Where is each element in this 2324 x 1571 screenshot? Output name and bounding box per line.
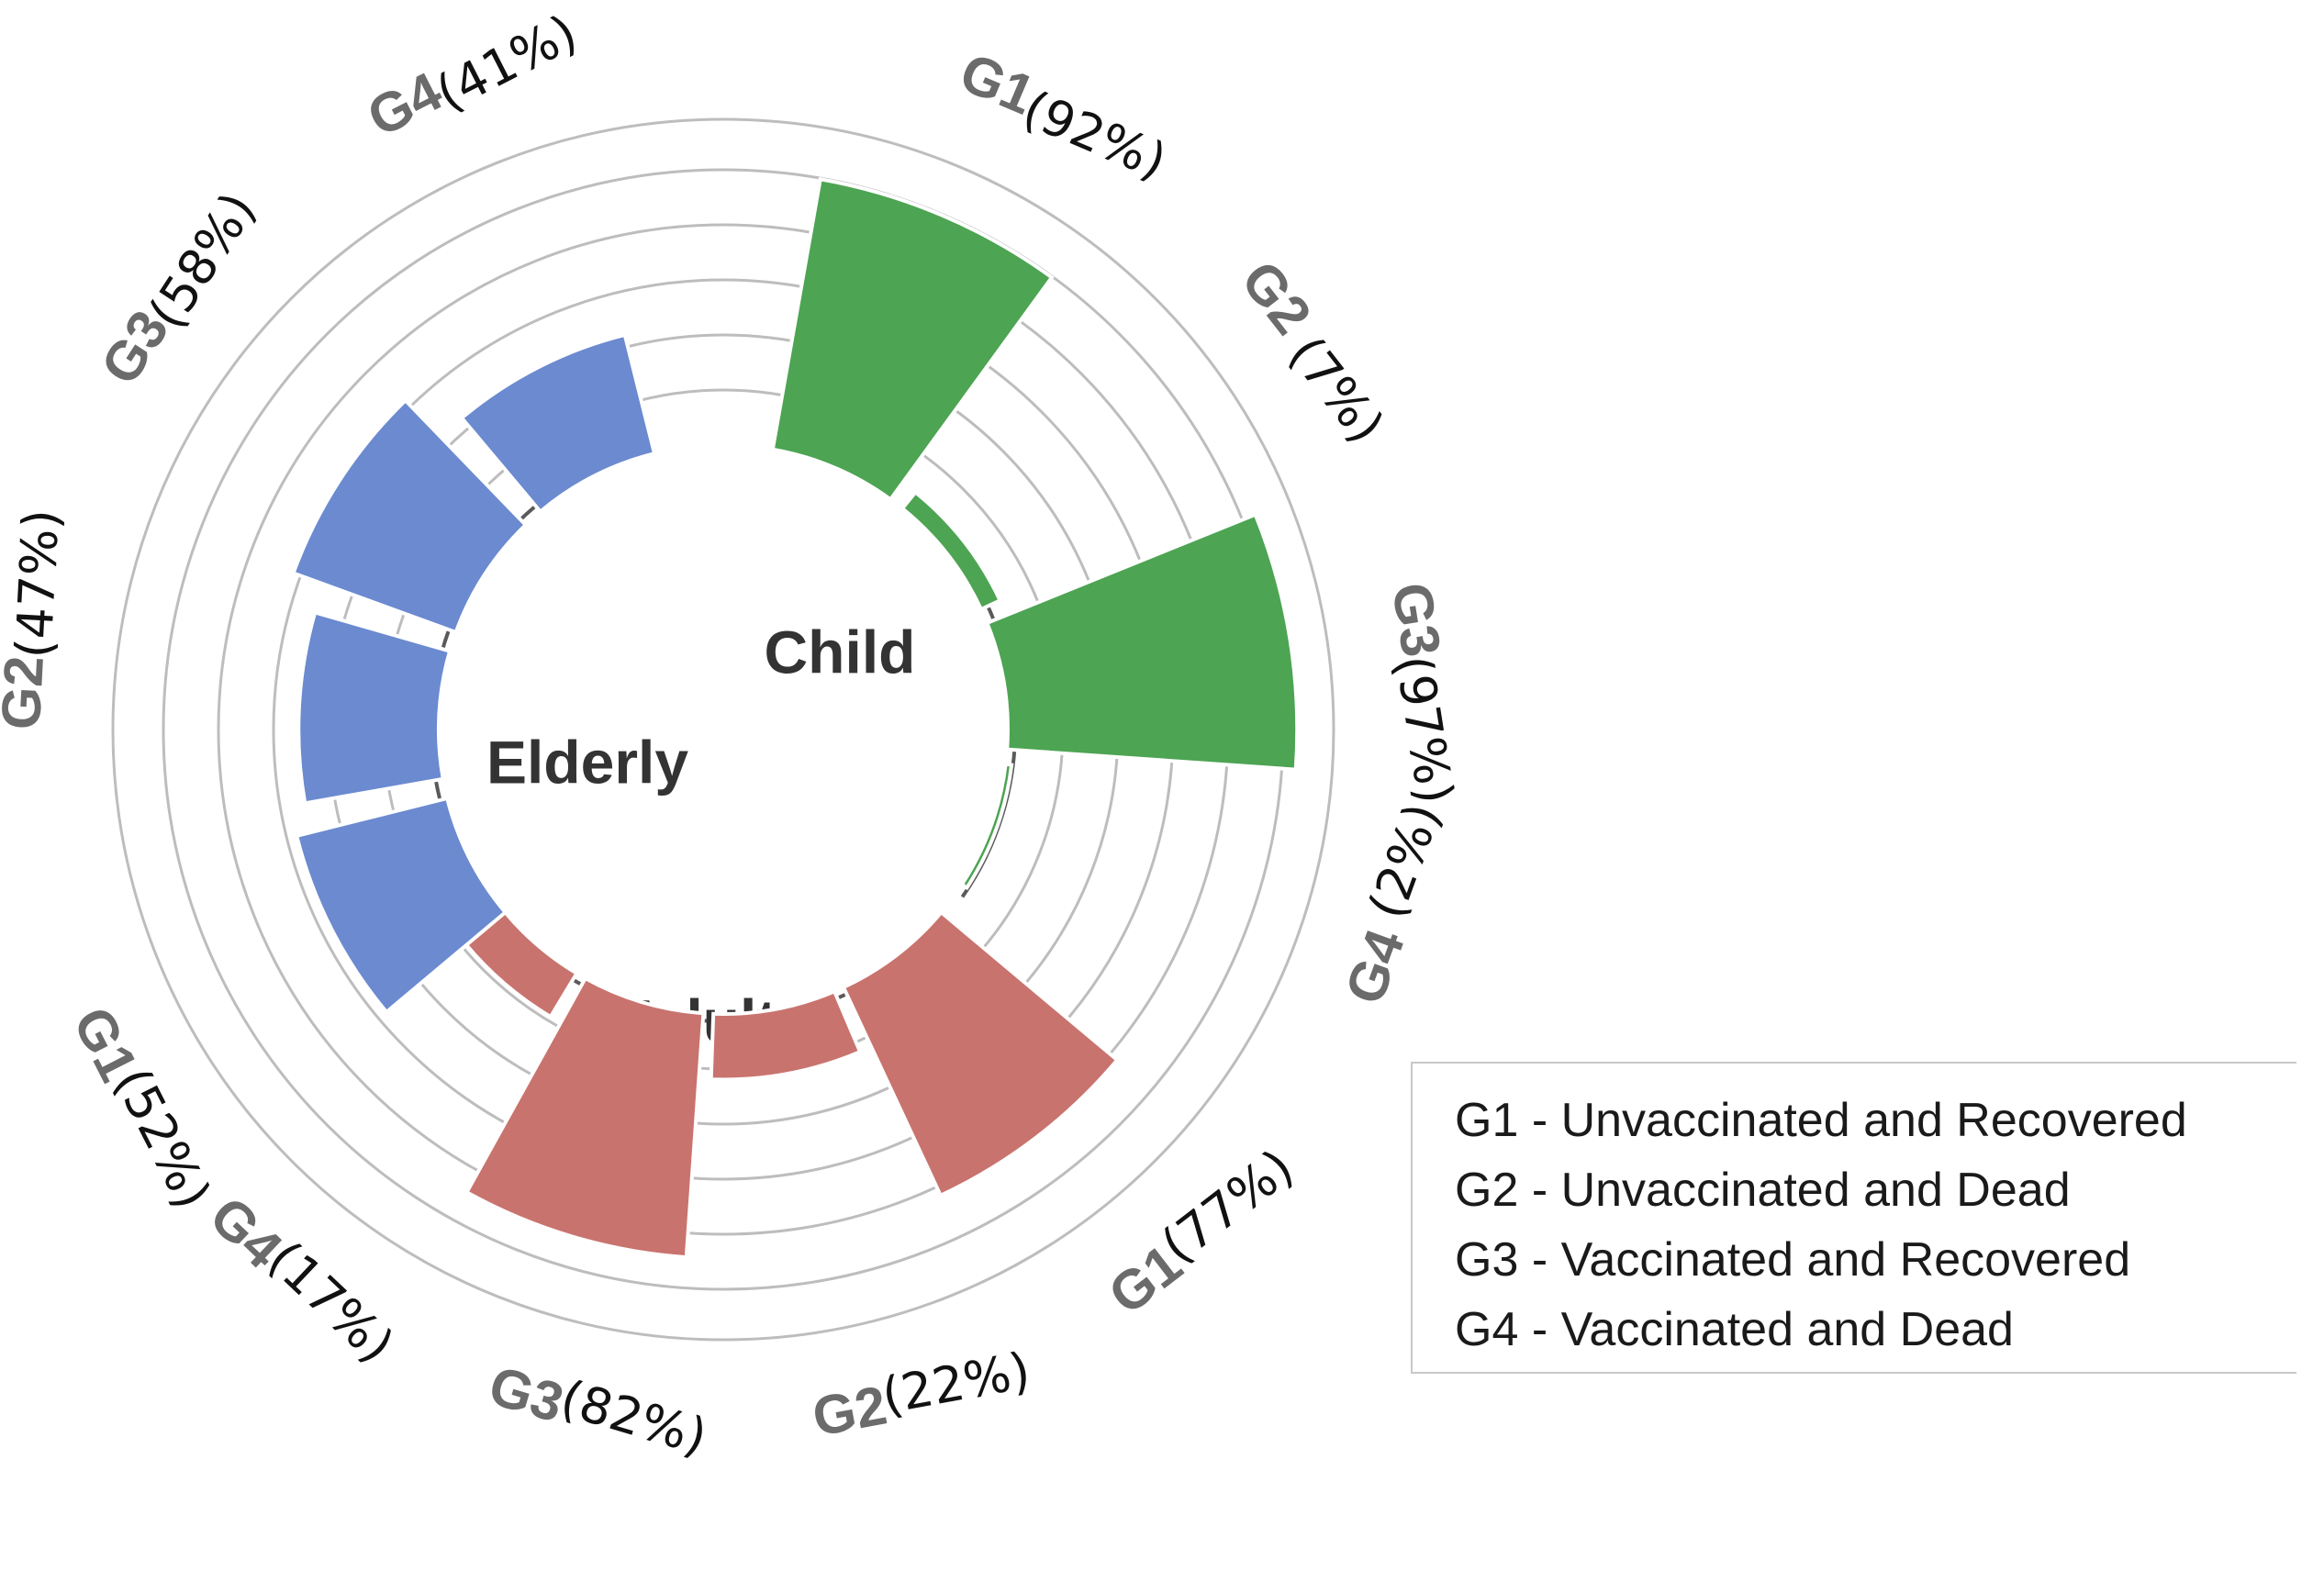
pct-label-child-g3: (97%) xyxy=(1384,652,1465,808)
legend-item-g3: G3 - Vaccinated and Recovered xyxy=(1455,1233,2131,1287)
legend: G1 - Unvaccinated and Recovered G2 - Unv… xyxy=(1411,1062,2296,1374)
pct-label-child-g2: (7%) xyxy=(1278,326,1395,454)
pct-label-elderly-g4: (41%) xyxy=(427,4,586,123)
bar-elderly-g1 xyxy=(294,796,508,1015)
bar-elderly-g3 xyxy=(290,397,529,635)
legend-item-g2: G2 - Unvaccinated and Dead xyxy=(1455,1164,2071,1217)
legend-item-g4: G4 - Vaccinated and Dead xyxy=(1455,1303,2014,1356)
bar-elderly-g4 xyxy=(459,332,657,515)
bar-label-child-g4: G4 xyxy=(1334,921,1417,1012)
pct-label-child-g1: (92%) xyxy=(1015,80,1175,191)
bar-label-elderly-g2: G2 xyxy=(0,654,55,730)
pct-label-adult-g3: (82%) xyxy=(554,1369,713,1466)
pct-label-elderly-g1: (52%) xyxy=(103,1059,222,1218)
bar-child-g3 xyxy=(984,512,1300,772)
bar-adult-g1 xyxy=(841,909,1120,1198)
pct-label-adult-g4: (17%) xyxy=(257,1230,405,1374)
grid-ring-6 xyxy=(111,117,1335,1342)
bar-adult-g3 xyxy=(464,975,706,1260)
pct-label-elderly-g3: (58%) xyxy=(138,183,267,339)
bar-child-g4 xyxy=(959,762,1014,891)
bar-label-child-g2: G2 xyxy=(1230,250,1324,345)
bar-adult-g2 xyxy=(709,988,863,1082)
pct-label-adult-g2: (22%) xyxy=(877,1342,1034,1425)
bar-child-g1 xyxy=(770,176,1055,502)
bar-label-child-g3: G3 xyxy=(1380,579,1453,662)
legend-item-g1: G1 - Unvaccinated and Recovered xyxy=(1455,1094,2187,1147)
pct-label-adult-g1: (77%) xyxy=(1151,1138,1304,1275)
bar-elderly-g2 xyxy=(296,609,453,806)
group-label-elderly: Elderly xyxy=(486,728,688,796)
pct-label-child-g4: (2%) xyxy=(1358,796,1452,926)
pct-label-elderly-g2: (47%) xyxy=(5,508,70,660)
bar-label-adult-g2: G2 xyxy=(808,1374,891,1447)
group-label-child: Child xyxy=(765,618,916,685)
bar-child-g2 xyxy=(899,489,1003,612)
